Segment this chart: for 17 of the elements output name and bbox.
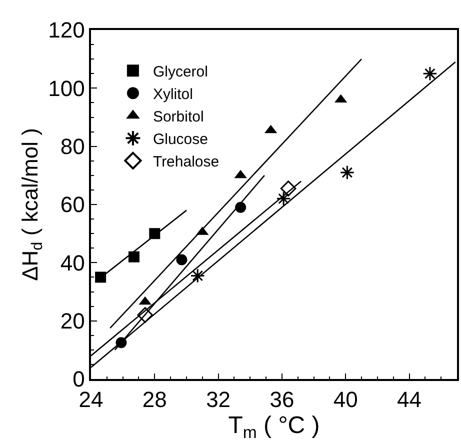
- x-tick-label: 40: [333, 387, 358, 412]
- y-tick-label: 120: [48, 18, 85, 43]
- x-tick-label: 44: [397, 387, 422, 412]
- y-tick-label: 100: [48, 76, 85, 101]
- x-tick-label: 28: [142, 387, 167, 412]
- y-tick-label: 80: [60, 134, 85, 160]
- legend-label: Glucose: [152, 131, 208, 148]
- legend-label: Trehalose: [152, 154, 220, 171]
- y-tick-label: 40: [60, 250, 85, 276]
- legend-label: Sorbitol: [152, 108, 204, 126]
- x-tick-label: 32: [206, 387, 231, 412]
- x-tick-label: 36: [270, 387, 294, 412]
- legend-label: Xylitol: [152, 86, 193, 104]
- legend-label: Glycerol: [152, 64, 208, 81]
- x-axis-title: T$_{m}$ ( °C ): [228, 412, 320, 442]
- y-tick-label: 20: [60, 308, 85, 334]
- y-tick-label: 60: [60, 192, 85, 218]
